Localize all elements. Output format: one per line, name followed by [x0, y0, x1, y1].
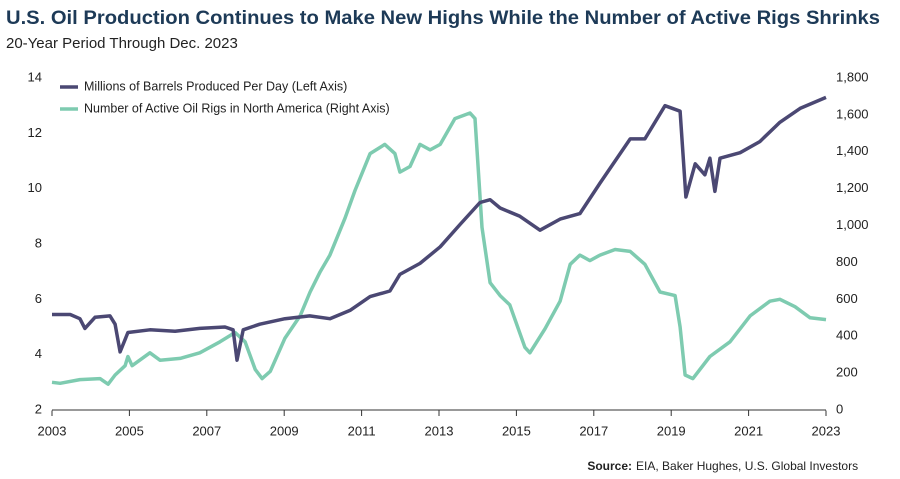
- x-tick-label: 2023: [812, 423, 841, 438]
- y-tick-label: 2: [35, 401, 42, 416]
- y2-tick-label: 0: [836, 401, 843, 416]
- x-tick-label: 2015: [502, 423, 531, 438]
- chart-title: U.S. Oil Production Continues to Make Ne…: [6, 8, 880, 29]
- chart-subtitle: 20-Year Period Through Dec. 2023: [6, 35, 238, 52]
- y2-tick-label: 600: [836, 291, 858, 306]
- x-tick-label: 2019: [657, 423, 686, 438]
- y-tick-label: 6: [35, 291, 42, 306]
- y2-tick-label: 800: [836, 254, 858, 269]
- source-label: Source:: [587, 459, 632, 473]
- series-line: [51, 111, 827, 386]
- y2-tick-label: 1,600: [836, 106, 869, 121]
- y2-tick-label: 200: [836, 365, 858, 380]
- y2-tick-label: 1,200: [836, 180, 869, 195]
- y-tick-label: 4: [35, 346, 42, 361]
- x-tick-label: 2021: [734, 423, 763, 438]
- y2-tick-label: 400: [836, 328, 858, 343]
- x-tick-label: 2007: [192, 423, 221, 438]
- x-tick-label: 2017: [579, 423, 608, 438]
- source: EIA, Baker Hughes, U.S. Global Investors: [636, 459, 858, 473]
- y-tick-label: 12: [28, 125, 42, 140]
- y-tick-label: 10: [28, 180, 42, 195]
- y-tick-label: 14: [28, 69, 42, 84]
- y2-tick-label: 1,800: [836, 69, 869, 84]
- x-tick-label: 2003: [38, 423, 67, 438]
- legend-label: Number of Active Oil Rigs in North Ameri…: [84, 101, 390, 115]
- y2-tick-label: 1,400: [836, 143, 869, 158]
- series-line: [52, 95, 827, 362]
- y-tick-label: 8: [35, 235, 42, 250]
- x-tick-label: 2013: [425, 423, 454, 438]
- y2-tick-label: 1,000: [836, 217, 869, 232]
- x-tick-label: 2011: [348, 423, 376, 438]
- x-tick-label: 2009: [270, 423, 299, 438]
- legend-label: Millions of Barrels Produced Per Day (Le…: [84, 79, 347, 93]
- x-tick-label: 2005: [115, 423, 144, 438]
